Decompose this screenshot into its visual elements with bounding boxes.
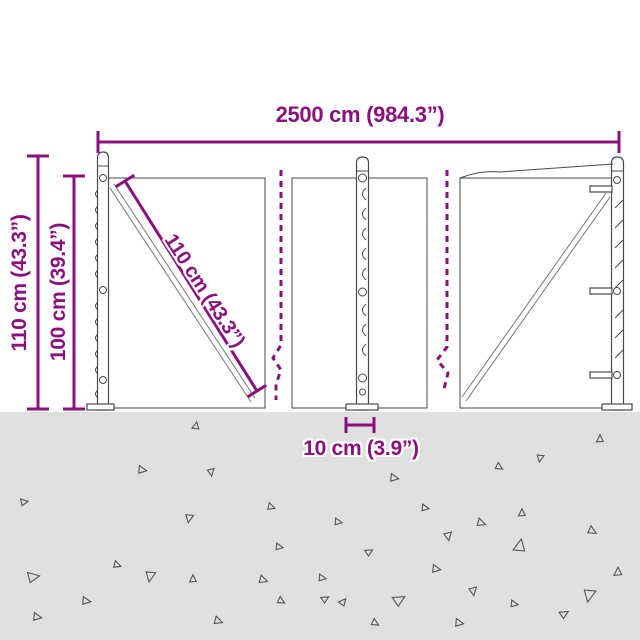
- ground-triangle: [145, 571, 157, 584]
- ground-triangle: [334, 516, 344, 526]
- ground-triangle: [213, 615, 224, 625]
- ground-triangle: [266, 501, 277, 510]
- brace-left: [109, 183, 256, 403]
- dim-line-post-width: [344, 417, 376, 433]
- ground-triangle: [363, 549, 374, 557]
- ground-triangle: [112, 559, 123, 568]
- dim-line-height-inner: [63, 174, 85, 411]
- brace-right: [461, 192, 611, 402]
- base-plate-right: [601, 403, 633, 411]
- ground-texture-triangles: [19, 420, 623, 627]
- ground-triangle: [558, 610, 570, 620]
- ground-triangle: [319, 596, 330, 604]
- ground-triangle: [536, 454, 546, 464]
- ground-triangle: [512, 537, 526, 552]
- break-line-right: [435, 170, 450, 394]
- ground-triangle: [390, 472, 400, 482]
- mesh-panel-left: [107, 177, 266, 409]
- ground-triangle: [188, 573, 198, 583]
- ground-triangle: [26, 571, 41, 584]
- ground-triangle: [517, 507, 527, 517]
- ground-triangle: [258, 574, 269, 584]
- ground-triangle: [206, 467, 215, 478]
- fence: [86, 151, 633, 411]
- ground-triangle: [586, 524, 598, 535]
- ground-triangle: [583, 589, 597, 604]
- dim-height-outer-label: 110 cm (43.3”): [8, 214, 31, 352]
- break-line-left: [271, 170, 283, 400]
- fence-post-middle: [345, 156, 379, 411]
- dim-height-inner-label: 100 cm (39.4”): [47, 222, 70, 362]
- ground-triangle: [476, 517, 487, 527]
- ground-triangle: [190, 420, 200, 430]
- ground-triangle: [595, 433, 605, 443]
- dim-line-diagonal: [114, 173, 268, 399]
- ground-triangle: [494, 461, 504, 470]
- ground-triangle: [391, 596, 406, 608]
- ground-triangle: [185, 514, 195, 524]
- dim-total-width-label: 2500 cm (984.3”): [275, 102, 445, 127]
- ground-triangle: [442, 531, 453, 542]
- ground-triangle: [138, 464, 148, 474]
- dim-post-width-label: 10 cm (3.9”): [303, 437, 419, 460]
- ground-triangle: [275, 541, 285, 551]
- fence-post-right: [459, 156, 633, 411]
- ground-triangle: [337, 597, 347, 607]
- ground-triangle: [432, 563, 442, 573]
- ground-triangle: [613, 565, 623, 577]
- dimension-lines: [27, 131, 621, 433]
- fence-post-left: [86, 151, 115, 411]
- ground-triangle: [370, 617, 380, 626]
- ground-triangle: [276, 595, 286, 604]
- ground-triangle: [510, 598, 520, 608]
- ground-triangle: [421, 502, 431, 512]
- ground-triangle: [19, 498, 30, 507]
- ground: [0, 412, 640, 640]
- ground-triangle: [467, 586, 478, 597]
- ground-triangle: [455, 617, 465, 627]
- dim-line-total-width: [96, 131, 621, 153]
- ground-triangle: [318, 572, 328, 582]
- ground-triangle: [33, 611, 43, 621]
- ground-triangle: [82, 595, 92, 605]
- dim-line-height-outer: [27, 154, 49, 411]
- base-plate-middle: [345, 403, 379, 411]
- base-plate-left: [86, 403, 115, 411]
